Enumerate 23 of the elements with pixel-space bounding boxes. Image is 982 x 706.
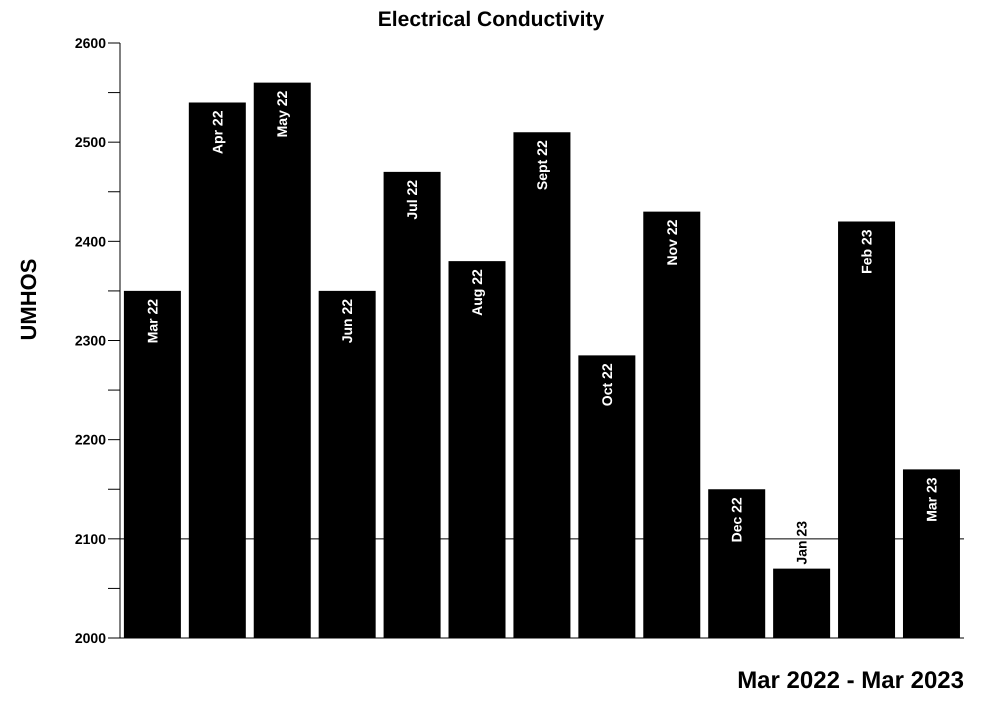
y-tick-label: 2300 bbox=[74, 332, 106, 348]
y-tick-label: 2400 bbox=[74, 233, 106, 250]
x-tick-label: Sept 22 bbox=[534, 140, 550, 190]
y-tick-label: 2600 bbox=[74, 34, 106, 51]
y-tick-label: 2500 bbox=[74, 134, 106, 150]
x-tick-label: Apr 22 bbox=[209, 110, 226, 154]
x-tick-label: Jan 23 bbox=[794, 520, 810, 565]
chart-title: Electrical Conductivity bbox=[376, 8, 606, 32]
x-tick-label: Oct 22 bbox=[598, 363, 615, 406]
x-tick-label: May 22 bbox=[274, 90, 290, 138]
x-tick-label: Mar 22 bbox=[144, 298, 160, 344]
x-tick-label: Dec 22 bbox=[728, 497, 745, 542]
x-axis-title: Mar 2022 - Mar 2023 bbox=[737, 667, 964, 694]
y-tick-label: 2200 bbox=[74, 432, 106, 448]
y-tick-label: 2000 bbox=[74, 630, 106, 646]
x-tick-label: Aug 22 bbox=[469, 268, 486, 316]
y-axis-title: UMHOS bbox=[16, 258, 41, 340]
x-tick-label: Jul 22 bbox=[404, 180, 420, 220]
y-tick-label: 2100 bbox=[74, 530, 106, 547]
x-tick-label: Jun 22 bbox=[339, 298, 356, 344]
x-tick-label: Feb 23 bbox=[858, 229, 875, 274]
x-tick-label: Mar 23 bbox=[923, 477, 940, 522]
x-tick-label: Nov 22 bbox=[664, 219, 680, 266]
